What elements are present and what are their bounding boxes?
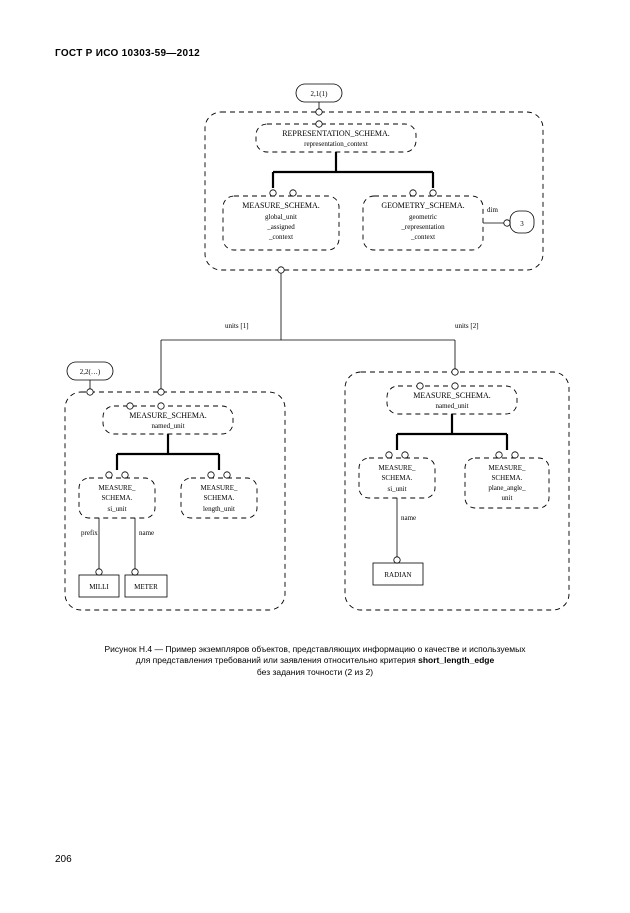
svg-text:named_unit: named_unit — [435, 402, 468, 410]
node-bl-named-unit: MEASURE_SCHEMA. named_unit — [103, 406, 233, 434]
br-attr-label: name — [401, 514, 416, 522]
node-bl-length-unit: MEASURE_ SCHEMA. length_unit — [181, 478, 257, 518]
caption-line1: Рисунок Н.4 — Пример экземпляров объекто… — [105, 644, 526, 654]
svg-text:geometric: geometric — [409, 213, 437, 221]
caption-line3: без задания точности (2 из 2) — [257, 667, 373, 677]
node-br-si-unit: MEASURE_ SCHEMA. si_unit — [359, 458, 435, 498]
svg-text:named_unit: named_unit — [151, 422, 184, 430]
svg-text:_assigned: _assigned — [266, 223, 295, 231]
svg-text:MEASURE_: MEASURE_ — [201, 484, 238, 492]
svg-text:MEASURE_: MEASURE_ — [99, 484, 136, 492]
svg-text:MEASURE_: MEASURE_ — [379, 464, 416, 472]
svg-text:REPRESENTATION_SCHEMA.: REPRESENTATION_SCHEMA. — [282, 129, 390, 138]
svg-text:plane_angle_: plane_angle_ — [488, 484, 526, 492]
figure-caption: Рисунок Н.4 — Пример экземпляров объекто… — [55, 644, 575, 678]
svg-text:SCHEMA.: SCHEMA. — [102, 494, 133, 502]
svg-text:_context: _context — [410, 233, 435, 241]
node-geometric-representation-context: GEOMETRY_SCHEMA. geometric _representati… — [363, 196, 483, 250]
diagram: 2,1(1) REPRESENTATION_SCHEMA. representa… — [55, 80, 575, 635]
svg-text:_representation: _representation — [400, 223, 445, 231]
caption-line2a: для представления требований или заявлен… — [136, 655, 418, 665]
svg-text:SCHEMA.: SCHEMA. — [204, 494, 235, 502]
svg-text:MEASURE_: MEASURE_ — [489, 464, 526, 472]
ref-bottom-left: 2,2(…) — [67, 362, 113, 380]
dim-label: dim — [487, 206, 498, 214]
br-attr-val: RADIAN — [384, 571, 411, 579]
bl-attr1-label: prefix — [81, 529, 98, 537]
ref-top: 2,1(1) — [296, 84, 342, 102]
edge-label-left: units [1] — [225, 322, 249, 330]
svg-text:MEASURE_SCHEMA.: MEASURE_SCHEMA. — [413, 391, 491, 400]
bl-attr2-val: METER — [134, 583, 158, 591]
svg-text:MEASURE_SCHEMA.: MEASURE_SCHEMA. — [242, 201, 320, 210]
node-global-unit-assigned-context: MEASURE_SCHEMA. global_unit _assigned _c… — [223, 196, 339, 250]
svg-text:global_unit: global_unit — [265, 213, 297, 221]
bl-attr2-label: name — [139, 529, 154, 537]
page-number: 206 — [55, 854, 72, 865]
node-br-plane-angle-unit: MEASURE_ SCHEMA. plane_angle_ unit — [465, 458, 549, 508]
svg-text:MEASURE_SCHEMA.: MEASURE_SCHEMA. — [129, 411, 207, 420]
svg-text:GEOMETRY_SCHEMA.: GEOMETRY_SCHEMA. — [381, 201, 464, 210]
ref-top-label: 2,1(1) — [311, 90, 329, 98]
node-bl-si-unit: MEASURE_ SCHEMA. si_unit — [79, 478, 155, 518]
node-br-named-unit: MEASURE_SCHEMA. named_unit — [387, 386, 517, 414]
document-header: ГОСТ Р ИСО 10303-59—2012 — [55, 48, 200, 59]
svg-text:si_unit: si_unit — [107, 505, 126, 513]
svg-text:2,2(…): 2,2(…) — [80, 368, 101, 376]
node-representation-context: REPRESENTATION_SCHEMA. representation_co… — [256, 124, 416, 152]
svg-text:si_unit: si_unit — [387, 485, 406, 493]
svg-text:length_unit: length_unit — [203, 505, 235, 513]
bl-attr1-val: MILLI — [89, 583, 109, 591]
svg-text:_context: _context — [268, 233, 293, 241]
svg-text:SCHEMA.: SCHEMA. — [382, 474, 413, 482]
svg-text:SCHEMA.: SCHEMA. — [492, 474, 523, 482]
svg-text:representation_context: representation_context — [304, 140, 368, 148]
dim-value: 3 — [520, 220, 524, 228]
edge-label-right: units [2] — [455, 322, 479, 330]
caption-bold: short_length_edge — [418, 655, 494, 665]
svg-text:unit: unit — [502, 494, 513, 502]
